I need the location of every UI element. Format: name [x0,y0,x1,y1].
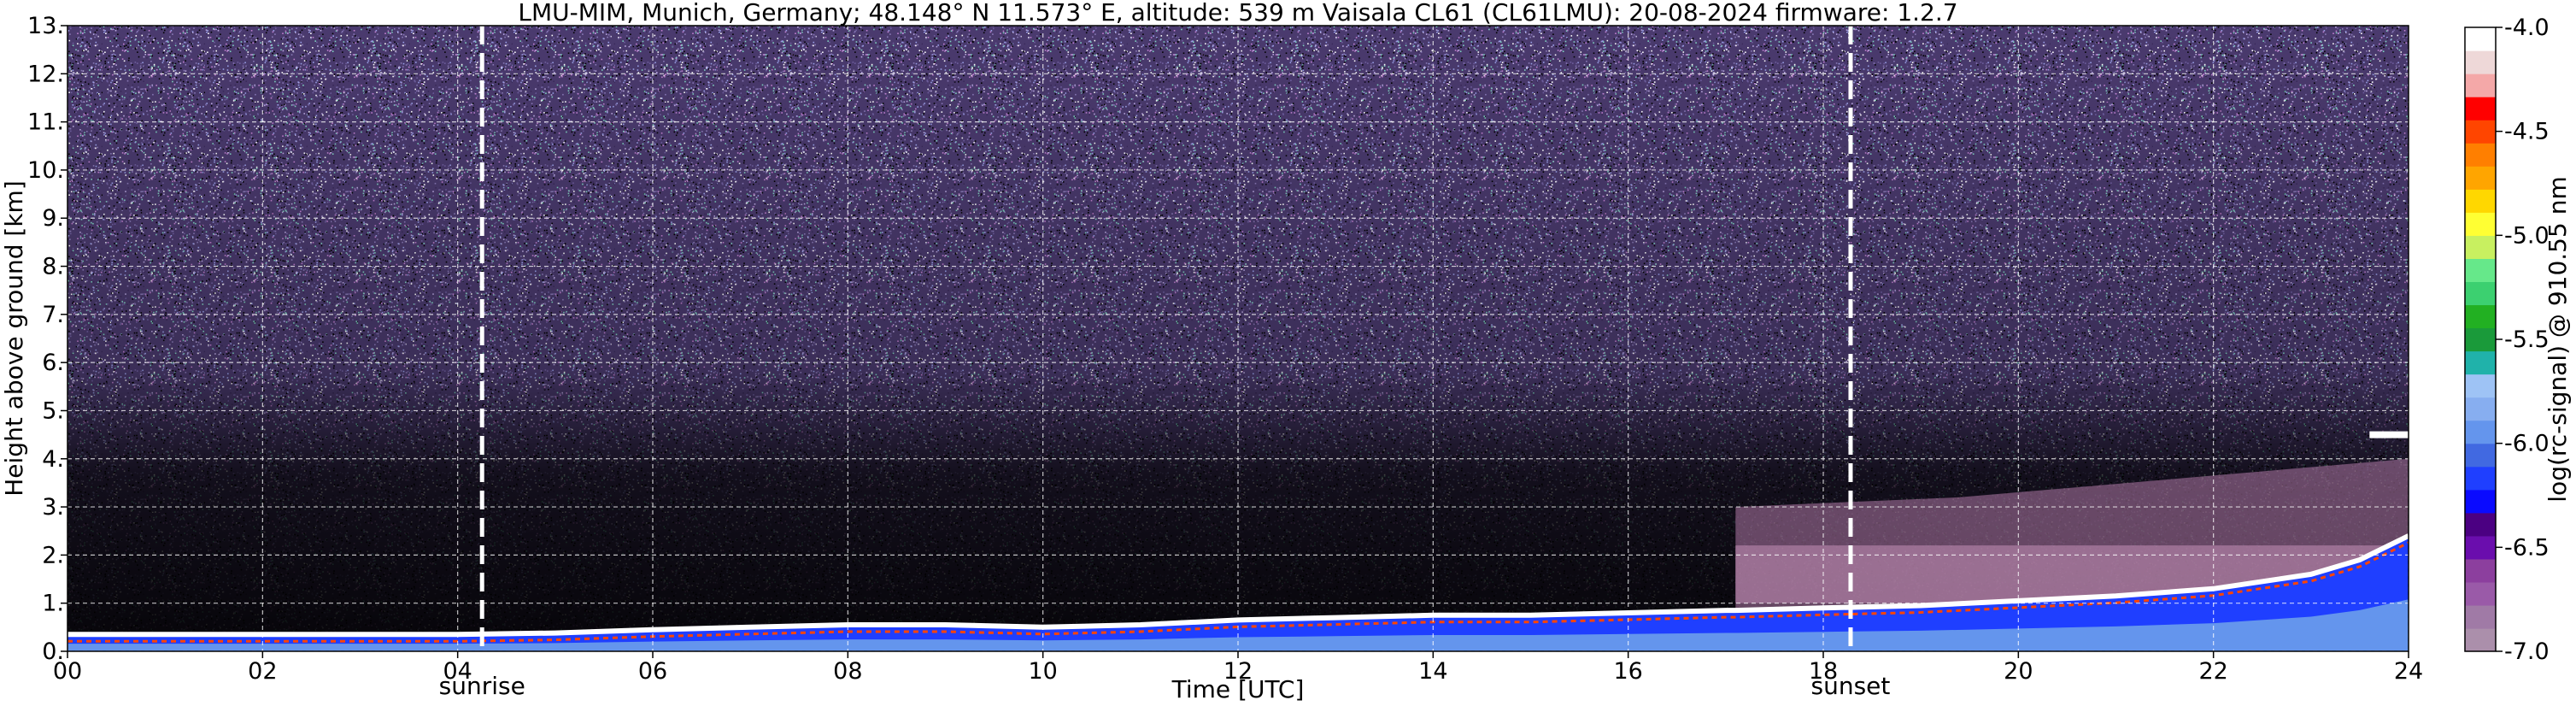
colorbar-segment [2465,397,2496,421]
colorbar-title: log(rc-signal) @ 910.55 nm [2544,176,2572,502]
x-tick-label: 06 [638,658,667,685]
y-tick-label: 12. [27,61,64,87]
x-tick-label: 04 [443,658,472,685]
y-tick-label: 3. [42,494,64,521]
chart-title-group: LMU-MIM, Munich, Germany; 48.148° N 11.5… [518,0,1957,26]
colorbar-segment [2465,466,2496,491]
y-axis-title: Height above ground [km] [0,180,28,497]
x-tick-label: 18 [1809,658,1838,685]
y-tick-label: 5. [42,397,64,424]
x-tick-label: 00 [53,658,82,685]
x-tick-label: 24 [2394,658,2423,685]
x-tick-label: 10 [1028,658,1057,685]
cloud-layer [2369,431,2409,438]
colorbar-segment [2465,420,2496,444]
sun-event-label-sunset: sunset [1811,672,1891,700]
colorbar-segment [2465,120,2496,144]
sun-event-label-sunrise: sunrise [439,672,525,700]
boundary-layer-inner [67,599,2409,651]
colorbar-tick-label: -6.0 [2504,431,2550,457]
x-tick-label: 02 [248,658,277,685]
cloud-layer-band [2369,431,2409,438]
colorbar-segment [2465,74,2496,97]
colorbar-segment [2465,535,2496,560]
colorbar-tick-label: -5.0 [2504,222,2550,249]
x-axis-ticks: 00 02 04 06 08 10 12 14 16 18 20 22 24 [53,651,2423,685]
y-tick-label: 4. [42,446,64,473]
x-tick-label: 16 [1613,658,1642,685]
colorbar-segment [2465,304,2496,329]
colorbar-segment [2465,604,2496,629]
colorbar-segment [2465,212,2496,236]
colorbar-tick-label: -4.0 [2504,15,2550,41]
colorbar-tick-label: -5.5 [2504,327,2550,353]
y-tick-label: 0. [42,638,64,665]
x-tick-label: 08 [833,658,862,685]
colorbar-segment [2465,189,2496,213]
colorbar-segment [2465,50,2496,74]
colorbar-segment [2465,27,2496,51]
colorbar-segment [2465,350,2496,375]
x-axis-title: Time [UTC] [1171,675,1305,703]
y-tick-label: 11. [27,109,64,136]
y-tick-label: 2. [42,542,64,568]
y-tick-label: 9. [42,205,64,232]
colorbar-segment [2465,97,2496,121]
x-tick-label: 20 [2004,658,2033,685]
sun-event-lines [479,26,1853,651]
y-tick-label: 13. [27,13,64,39]
colorbar-tick-label: -6.5 [2504,534,2550,561]
colorbar-segment [2465,143,2496,167]
boundary-layer-area [67,535,2409,651]
colorbar-ticks: -7.0 -6.5 -6.0 -5.5 -5.0 -4.5 -4.0 [2496,15,2550,665]
y-tick-label: 1. [42,591,64,617]
colorbar-segment [2465,235,2496,259]
x-tick-label: 12 [1223,658,1253,685]
chart-title: LMU-MIM, Munich, Germany; 48.148° N 11.5… [518,0,1957,26]
x-tick-label: 14 [1418,658,1447,685]
colorbar-segment [2465,443,2496,468]
colorbar-segment [2465,281,2496,306]
colorbar-segment [2465,489,2496,514]
grid-lines [67,26,2409,651]
y-tick-label: 7. [42,302,64,328]
colorbar-tick-label: -4.5 [2504,119,2550,145]
y-tick-label: 8. [42,254,64,280]
x-tick-label: 22 [2198,658,2227,685]
colorbar-segment [2465,581,2496,606]
colorbar-segment [2465,166,2496,190]
colorbar-tick-label: -7.0 [2504,638,2550,665]
colorbar-segment [2465,512,2496,537]
colorbar-segment [2465,374,2496,398]
plot-area [67,26,2409,651]
colorbar-segment [2465,558,2496,583]
y-tick-label: 6. [42,350,64,376]
colorbar-segment [2465,327,2496,352]
y-axis-ticks: 0. 1. 2. 3. 4. 5. 6. 7. 8. 9. 10. 11. 12. 13. [27,13,67,665]
colorbar [2464,26,2497,652]
y-tick-label: 10. [27,157,64,184]
sun-event-labels: sunrise sunset [439,672,1891,700]
colorbar-segment [2465,258,2496,283]
colorbar-segment [2465,627,2496,652]
